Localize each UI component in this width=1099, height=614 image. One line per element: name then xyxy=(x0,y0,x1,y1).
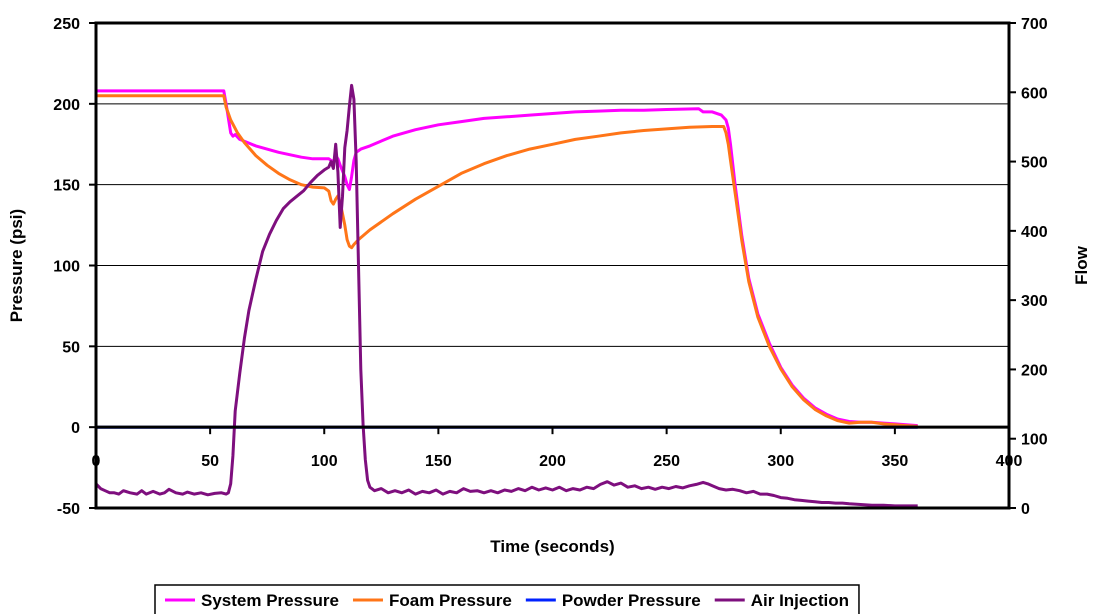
series-air-injection xyxy=(94,83,918,508)
y2-tick-label: 400 xyxy=(1021,224,1048,241)
x-tick-label: 400 xyxy=(996,453,1023,470)
legend-label: Foam Pressure xyxy=(389,591,512,610)
series-system-pressure xyxy=(96,89,918,428)
tick-marks xyxy=(89,22,1016,509)
series-foam-pressure xyxy=(96,94,918,428)
series-lines xyxy=(94,83,918,508)
y-tick-label: 50 xyxy=(62,339,80,356)
legend-label: Air Injection xyxy=(751,591,849,610)
x-tick-labels: 0 50 100 150 200 250 300 350 400 xyxy=(92,453,1023,470)
gridlines xyxy=(96,103,1009,347)
y2-tick-labels: 0 100 200 300 400 500 600 700 xyxy=(1021,16,1048,518)
x-tick-label: 50 xyxy=(201,453,219,470)
y2-tick-label: 300 xyxy=(1021,293,1048,310)
x-tick-label: 100 xyxy=(311,453,338,470)
x-tick-label: 250 xyxy=(653,453,680,470)
y2-tick-label: 0 xyxy=(1021,501,1030,518)
y-axis-title: Pressure (psi) xyxy=(7,209,26,322)
x-tick-label: 350 xyxy=(882,453,909,470)
legend: System Pressure Foam Pressure Powder Press… xyxy=(154,584,860,614)
y-tick-label: 100 xyxy=(53,259,80,276)
y2-tick-label: 500 xyxy=(1021,155,1048,172)
y-tick-label: 250 xyxy=(53,16,80,33)
y-tick-labels: -50 0 50 100 150 200 250 xyxy=(53,16,80,518)
x-tick-label: 150 xyxy=(425,453,452,470)
y2-tick-label: 200 xyxy=(1021,362,1048,379)
x-tick-label: 0 xyxy=(92,453,101,470)
legend-label: System Pressure xyxy=(201,591,339,610)
legend-label: Powder Pressure xyxy=(562,591,701,610)
y2-tick-label: 700 xyxy=(1021,16,1048,33)
y2-tick-label: 100 xyxy=(1021,432,1048,449)
y2-tick-label: 600 xyxy=(1021,85,1048,102)
y-tick-label: -50 xyxy=(57,501,80,518)
x-tick-label: 200 xyxy=(539,453,566,470)
x-tick-label: 300 xyxy=(767,453,794,470)
y-tick-label: 0 xyxy=(71,420,80,437)
y-tick-label: 200 xyxy=(53,97,80,114)
x-axis-title: Time (seconds) xyxy=(490,537,614,556)
y-tick-label: 150 xyxy=(53,178,80,195)
y2-axis-title: Flow xyxy=(1072,245,1091,284)
